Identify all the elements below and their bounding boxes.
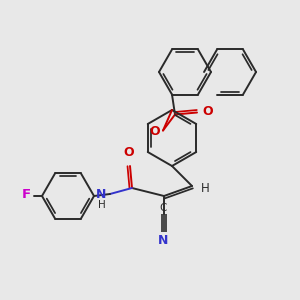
Text: O: O [150, 125, 160, 138]
Text: C: C [159, 203, 167, 213]
Text: H: H [98, 200, 106, 210]
Text: H: H [201, 182, 210, 194]
Text: O: O [124, 146, 134, 159]
Text: N: N [96, 188, 106, 202]
Text: N: N [158, 234, 168, 247]
Text: O: O [202, 105, 213, 118]
Text: F: F [21, 188, 31, 202]
